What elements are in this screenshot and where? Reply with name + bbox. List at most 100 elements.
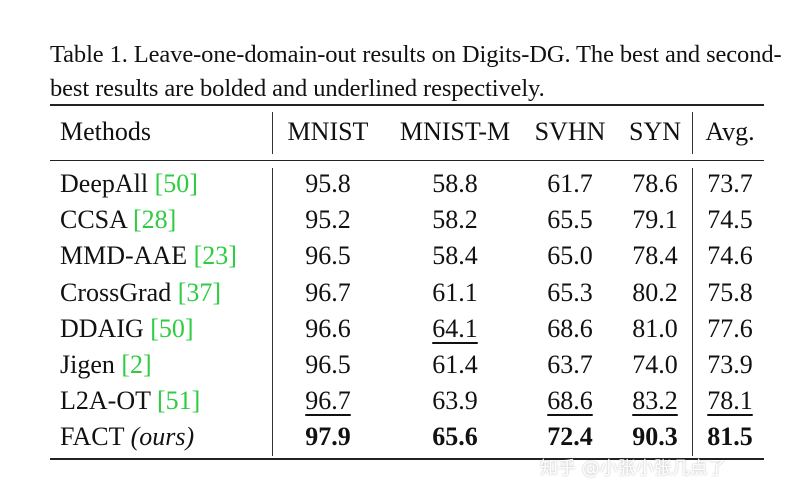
header-svhn: SVHN (534, 117, 606, 146)
value-cell: 64.1 (385, 313, 525, 345)
value-cell: 90.3 (620, 421, 690, 453)
value-cell: 95.2 (278, 204, 378, 236)
value-text: 96.7 (305, 277, 351, 307)
table-header-rule (50, 160, 764, 162)
header-syn: SYN (628, 117, 681, 146)
value-text: 72.4 (547, 422, 593, 452)
value-cell: 78.4 (620, 240, 690, 272)
value-cell: 96.5 (278, 240, 378, 272)
header-methods: Methods (60, 117, 151, 146)
method-name: L2A-OT (60, 386, 151, 416)
value-text: 95.2 (305, 205, 351, 235)
value-text: 63.7 (547, 350, 593, 379)
value-cell: 96.6 (278, 313, 378, 345)
value-text: 65.6 (432, 422, 478, 452)
value-text: 80.2 (632, 277, 678, 307)
value-text: 63.9 (432, 386, 478, 416)
ours-label: (ours) (130, 422, 195, 452)
method-name: Jigen (60, 350, 115, 379)
value-cell: 65.3 (525, 277, 615, 309)
value-text: 81.5 (707, 422, 753, 452)
value-text: 95.8 (305, 169, 351, 198)
citation-link[interactable]: [28] (133, 205, 177, 235)
citation-link[interactable]: [37] (177, 277, 222, 307)
citation-link[interactable]: [50] (150, 313, 194, 343)
value-text: 73.7 (707, 169, 753, 198)
value-text: 81.0 (632, 313, 678, 343)
value-cell: 95.8 (278, 168, 378, 200)
value-cell: 58.4 (385, 240, 525, 272)
value-text: 96.5 (305, 350, 351, 379)
value-cell: 73.7 (695, 168, 765, 200)
citation-link[interactable]: [50] (154, 169, 198, 198)
method-name: CCSA (60, 205, 127, 235)
value-text: 96.5 (305, 241, 351, 271)
value-cell: 65.0 (525, 240, 615, 272)
table-top-rule (50, 104, 764, 106)
value-text: 73.9 (707, 350, 753, 379)
value-cell: 65.6 (385, 421, 525, 453)
value-text: 74.0 (632, 350, 678, 379)
value-cell: 75.8 (695, 277, 765, 309)
method-cell: CCSA [28] (60, 204, 176, 236)
value-cell: 83.2 (620, 385, 690, 417)
value-text: 90.3 (632, 422, 678, 452)
method-cell: DDAIG [50] (60, 313, 194, 345)
citation-link[interactable]: [2] (121, 350, 152, 379)
header-divider-avg (692, 112, 694, 154)
value-text: 78.6 (632, 169, 678, 198)
value-text: 78.4 (632, 241, 678, 271)
value-cell: 80.2 (620, 277, 690, 309)
value-cell: 78.6 (620, 168, 690, 200)
citation-link[interactable]: [23] (193, 241, 237, 271)
value-text: 61.1 (432, 277, 478, 307)
value-text: 74.6 (707, 241, 753, 271)
value-text: 79.1 (632, 205, 678, 235)
method-cell: CrossGrad [37] (60, 277, 221, 309)
value-cell: 72.4 (525, 421, 615, 453)
value-cell: 74.5 (695, 204, 765, 236)
value-text: 58.2 (432, 205, 478, 235)
value-cell: 81.5 (695, 421, 765, 453)
value-cell: 61.1 (385, 277, 525, 309)
table-bottom-rule (50, 458, 764, 460)
header-avg: Avg. (705, 117, 755, 146)
watermark: 知乎 @小张小张几点了 (540, 458, 726, 479)
value-text: 61.4 (432, 350, 478, 379)
value-cell: 97.9 (278, 421, 378, 453)
value-text: 96.6 (305, 313, 351, 343)
value-cell: 79.1 (620, 204, 690, 236)
body-divider-avg (692, 168, 694, 456)
value-cell: 96.7 (278, 385, 378, 417)
value-cell: 63.9 (385, 385, 525, 417)
body-divider-methods (272, 168, 274, 456)
method-name: DeepAll (60, 169, 149, 198)
value-cell: 68.6 (525, 385, 615, 417)
citation-link[interactable]: [51] (157, 386, 201, 416)
header-mnist: MNIST (287, 117, 369, 146)
header-mnist-m: MNIST-M (399, 117, 511, 146)
method-cell: Jigen [2] (60, 349, 152, 381)
value-text: 97.9 (305, 422, 351, 452)
value-text: 68.6 (547, 386, 593, 416)
method-name: MMD-AAE (60, 241, 188, 271)
value-cell: 81.0 (620, 313, 690, 345)
value-cell: 74.0 (620, 349, 690, 381)
value-cell: 74.6 (695, 240, 765, 272)
value-text: 65.0 (547, 241, 593, 271)
value-cell: 65.5 (525, 204, 615, 236)
value-text: 78.1 (707, 386, 753, 416)
method-cell: DeepAll [50] (60, 168, 198, 200)
value-text: 74.5 (707, 205, 753, 235)
value-cell: 96.7 (278, 277, 378, 309)
value-cell: 96.5 (278, 349, 378, 381)
value-cell: 73.9 (695, 349, 765, 381)
method-cell: MMD-AAE [23] (60, 240, 237, 272)
value-text: 65.5 (547, 205, 593, 235)
value-cell: 58.8 (385, 168, 525, 200)
method-name: DDAIG (60, 313, 144, 343)
value-text: 64.1 (432, 313, 478, 343)
value-cell: 61.7 (525, 168, 615, 200)
value-text: 96.7 (305, 386, 351, 416)
value-cell: 58.2 (385, 204, 525, 236)
